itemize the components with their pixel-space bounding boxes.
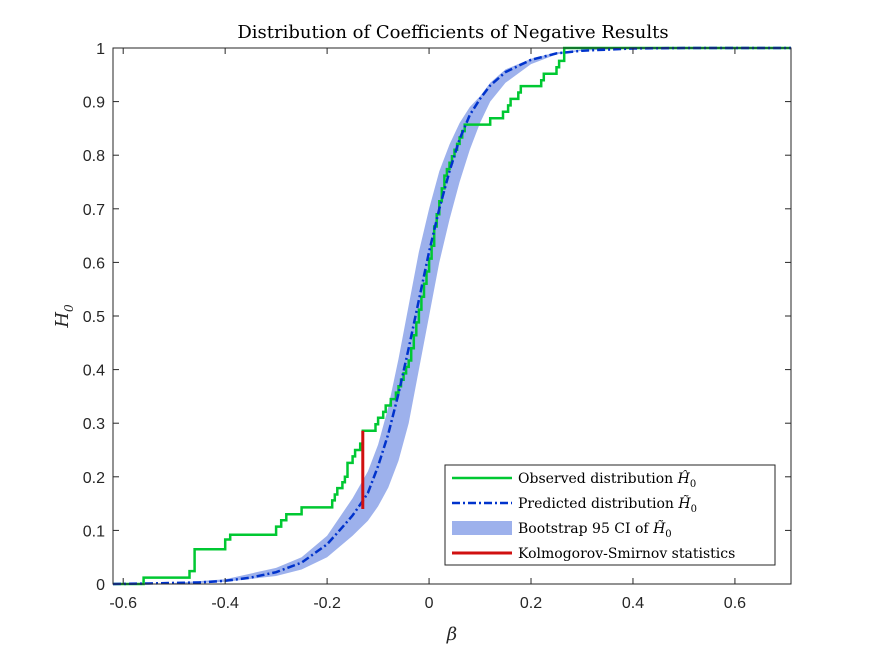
y-tick-label: 0.4 — [83, 363, 105, 380]
x-tick-label: 0 — [425, 595, 434, 612]
y-tick-label: 0.7 — [83, 202, 105, 219]
legend-entry-ks: Kolmogorov-Smirnov statistics — [452, 546, 735, 562]
legend-entry-observed: Observed distribution Ĥ0 — [452, 469, 696, 490]
y-axis-label: H0 — [52, 304, 76, 329]
y-tick-label: 0.6 — [83, 255, 105, 272]
y-tick-label: 0.8 — [83, 148, 105, 165]
x-tick-label: 0.4 — [622, 595, 644, 612]
legend-entry-ci-band: Bootstrap 95 CI of H̃0 — [452, 519, 672, 540]
legend-label: Bootstrap 95 CI of H̃0 — [518, 519, 672, 540]
y-axis-label-sub: 0 — [62, 304, 76, 312]
x-tick-label: -0.4 — [211, 595, 239, 612]
legend-entry-predicted: Predicted distribution H̃0 — [452, 494, 697, 515]
legend: Observed distribution Ĥ0 Predicted distri… — [444, 464, 776, 566]
x-axis-label: β — [446, 624, 457, 645]
x-tick-label: -0.6 — [109, 595, 137, 612]
y-tick-label: 0.3 — [83, 416, 105, 433]
y-tick-label: 0.9 — [83, 95, 105, 112]
predicted-series-line — [112, 46, 791, 586]
y-tick-label: 0.1 — [83, 523, 105, 540]
plot-area — [112, 46, 791, 586]
y-tick-label: 0 — [96, 577, 105, 594]
legend-box — [444, 464, 776, 566]
legend-label: Kolmogorov-Smirnov statistics — [518, 546, 735, 562]
chart-title: Distribution of Coefficients of Negative… — [237, 22, 668, 43]
axis-ticks: -0.6 -0.4 -0.2 0 0.2 0.4 0.6 0 0.1 0.2 0.3 0.4 0.5 0.… — [83, 41, 791, 612]
y-tick-label: 0.5 — [83, 309, 105, 326]
legend-label: Predicted distribution H̃0 — [518, 494, 697, 515]
observed-series-line — [113, 46, 791, 586]
y-tick-label: 1 — [96, 41, 105, 58]
x-tick-label: 0.2 — [520, 595, 542, 612]
y-axis-label-main: H — [52, 312, 73, 329]
x-tick-label: 0.6 — [724, 595, 746, 612]
y-tick-label: 0.2 — [83, 470, 105, 487]
legend-swatch — [452, 521, 512, 535]
legend-label: Observed distribution Ĥ0 — [518, 469, 696, 490]
x-tick-label: -0.2 — [313, 595, 341, 612]
